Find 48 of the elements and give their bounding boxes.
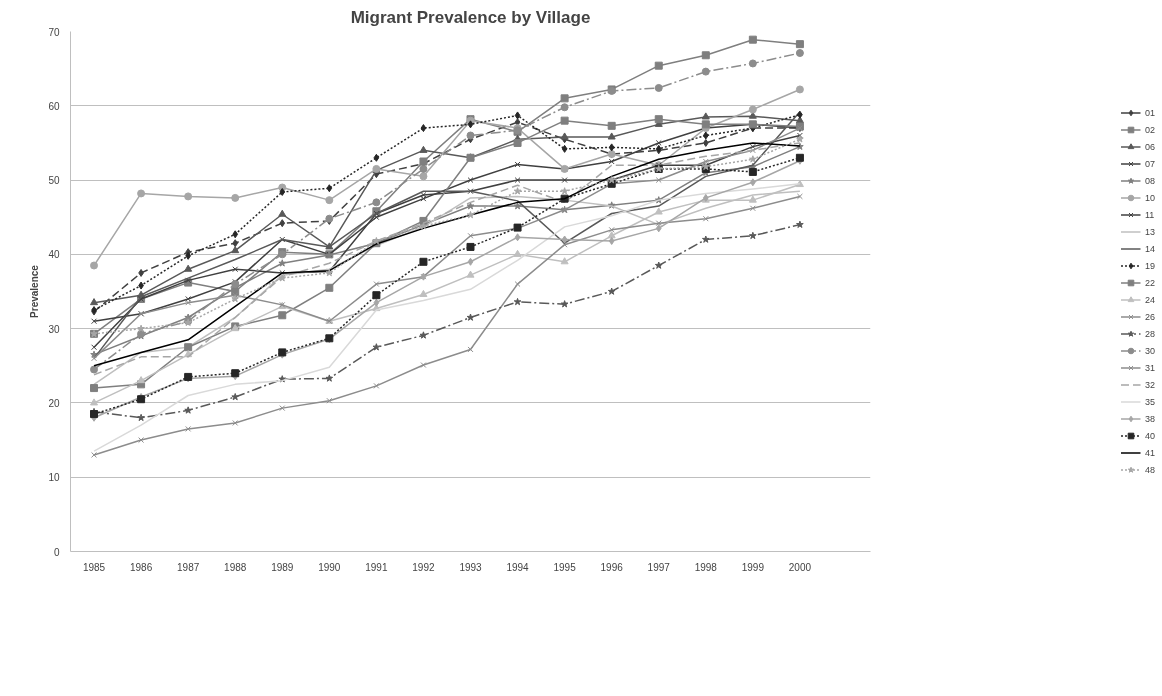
legend-label: 13	[1145, 225, 1156, 239]
legend-label: 10	[1145, 191, 1156, 205]
legend-label: 11	[1145, 208, 1156, 222]
y-tick-label: 10	[48, 472, 60, 484]
legend-label: 31	[1145, 361, 1156, 375]
legend-label: 02	[1145, 123, 1156, 137]
x-tick-label: 1990	[318, 561, 341, 573]
x-tick-label: 1997	[647, 561, 671, 573]
x-tick-label: 1992	[412, 561, 435, 573]
x-tick-label: 2000	[788, 561, 812, 573]
y-axis-title: Prevalence	[29, 264, 41, 318]
y-tick-label: 0	[53, 546, 60, 558]
x-tick-label: 1993	[459, 561, 483, 573]
x-tick-label: 1986	[129, 561, 153, 573]
y-tick-label: 70	[48, 26, 60, 38]
legend-label: 19	[1145, 259, 1156, 273]
legend-label: 26	[1145, 310, 1156, 324]
legend-label: 14	[1145, 242, 1156, 256]
y-tick-label: 30	[48, 323, 60, 335]
x-tick-label: 1998	[694, 561, 718, 573]
legend-label: 30	[1145, 344, 1156, 358]
legend-label: 32	[1145, 378, 1156, 392]
legend-label: 38	[1145, 412, 1156, 426]
x-tick-label: 1999	[741, 561, 765, 573]
x-tick-label: 1988	[224, 561, 247, 573]
legend-label: 24	[1145, 293, 1156, 307]
legend-label: 41	[1145, 446, 1156, 460]
y-tick-label: 40	[48, 249, 60, 261]
legend-label: 01	[1145, 106, 1156, 120]
legend-label: 08	[1145, 174, 1156, 188]
x-tick-label: 1985	[82, 561, 106, 573]
x-tick-label: 1989	[271, 561, 294, 573]
legend-label: 48	[1145, 463, 1156, 477]
legend-label: 22	[1145, 276, 1156, 290]
x-tick-label: 1995	[553, 561, 577, 573]
x-tick-label: 1996	[600, 561, 624, 573]
y-tick-label: 20	[48, 397, 60, 409]
y-tick-label: 50	[48, 175, 60, 187]
chart-title: Migrant Prevalence by Village	[350, 7, 591, 27]
legend-label: 35	[1145, 395, 1156, 409]
legend-label: 40	[1145, 429, 1156, 443]
x-tick-label: 1991	[365, 561, 388, 573]
legend-label: 06	[1145, 140, 1156, 154]
legend-label: 28	[1145, 327, 1156, 341]
legend-label: 07	[1145, 157, 1156, 171]
x-tick-label: 1994	[506, 561, 530, 573]
y-tick-label: 60	[48, 100, 60, 112]
x-tick-label: 1987	[177, 561, 200, 573]
